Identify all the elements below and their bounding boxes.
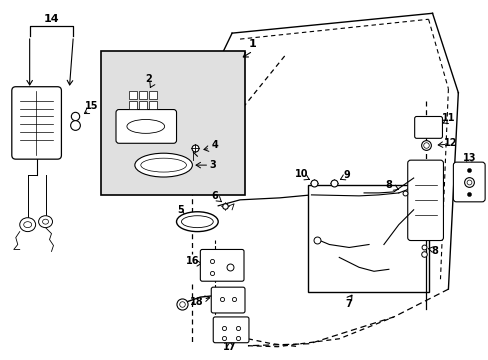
Text: 10: 10 [294, 169, 307, 179]
Bar [129, 91, 137, 99]
Ellipse shape [127, 120, 164, 133]
FancyBboxPatch shape [211, 287, 244, 313]
Ellipse shape [24, 222, 32, 228]
Text: 13: 13 [462, 153, 475, 163]
FancyBboxPatch shape [414, 117, 442, 138]
Ellipse shape [39, 216, 52, 228]
Text: 5: 5 [177, 205, 183, 215]
Bar [307, 185, 427, 292]
Bar [139, 91, 146, 99]
FancyBboxPatch shape [12, 87, 61, 159]
Text: 12: 12 [443, 138, 456, 148]
Bar [139, 100, 146, 109]
Text: 8: 8 [385, 180, 391, 190]
Text: 17: 17 [223, 342, 236, 352]
Bar [101, 51, 244, 195]
Text: 9: 9 [343, 170, 350, 180]
Ellipse shape [141, 158, 186, 172]
Text: 8: 8 [430, 247, 437, 256]
Text: 18: 18 [189, 297, 203, 307]
FancyBboxPatch shape [452, 162, 484, 202]
Text: 2: 2 [145, 74, 152, 84]
Text: 11: 11 [441, 113, 454, 123]
Text: 15: 15 [84, 100, 98, 111]
Text: 4: 4 [211, 140, 218, 150]
FancyBboxPatch shape [407, 160, 443, 240]
FancyBboxPatch shape [116, 109, 176, 143]
Bar [129, 100, 137, 109]
FancyBboxPatch shape [200, 249, 244, 281]
Text: 6: 6 [211, 191, 218, 201]
Ellipse shape [176, 212, 218, 231]
Ellipse shape [135, 153, 192, 177]
Ellipse shape [20, 218, 36, 231]
Bar [148, 100, 156, 109]
Text: 16: 16 [185, 256, 199, 266]
Ellipse shape [181, 216, 213, 228]
Ellipse shape [42, 219, 48, 224]
FancyBboxPatch shape [213, 317, 248, 343]
Text: 7: 7 [345, 299, 352, 309]
Text: 1: 1 [248, 39, 256, 49]
Text: 14: 14 [43, 14, 59, 24]
Bar [148, 91, 156, 99]
Text: 3: 3 [209, 160, 216, 170]
